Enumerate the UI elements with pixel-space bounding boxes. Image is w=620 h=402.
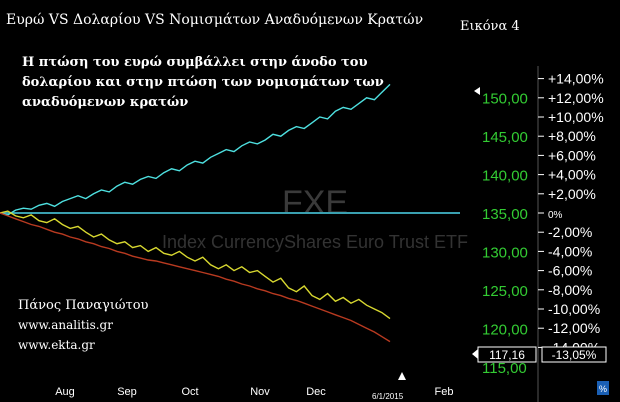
x-axis-tick-label: Aug	[55, 386, 75, 398]
author-site-2: www.ekta.gr	[18, 338, 95, 352]
left-axis: 150,00 145,00 140,00 135,00 130,00 125,00 120,…	[482, 91, 528, 378]
series-line-emerging	[0, 212, 391, 343]
right-axis-tick-label: +12,00%	[548, 90, 604, 106]
figure-label: Εικόνα 4	[460, 19, 520, 34]
right-axis-tick-label: -10,00%	[548, 301, 600, 317]
watermark-symbol: FXE	[282, 184, 348, 222]
x-axis: Aug Sep Oct Nov Dec Feb	[55, 386, 453, 398]
left-axis-tick-label: 150,00	[482, 91, 528, 108]
right-current-value: -13,05%	[552, 348, 597, 362]
author-name: Πάνος Παναγιώτου	[18, 298, 149, 313]
left-axis-tick-label: 145,00	[482, 129, 528, 146]
left-current-value: 117,16	[489, 348, 525, 362]
right-axis-tick-label: 0%	[548, 210, 563, 221]
x-axis-tick-label: Sep	[117, 386, 137, 398]
author-site-1: www.analitis.gr	[18, 318, 113, 332]
right-current-value-box	[541, 346, 607, 363]
left-axis-tick-label: 115,00	[482, 360, 527, 377]
series-line-dollar	[0, 83, 391, 216]
date-marker-label: 6/1/2015	[372, 392, 404, 401]
left-axis-tick-label: 135,00	[482, 206, 528, 223]
series-line-euro	[0, 210, 391, 320]
percent-unit-label: %	[599, 384, 607, 394]
chart-title: Ευρώ VS Δολαρίου VS Νομισμάτων Αναδυόμεν…	[6, 11, 423, 28]
x-axis-tick-label: Feb	[435, 386, 454, 398]
right-axis-tick-label: +2,00%	[548, 186, 596, 202]
annotation-line-1: Η πτώση του ευρώ συμβάλλει στην άνοδο το…	[22, 55, 367, 70]
left-current-value-arrow-icon	[472, 349, 478, 359]
annotation-line-3: αναδυόμενων κρατών	[22, 95, 188, 110]
right-axis: +14,00% +12,00% +10,00% +8,00% +6,00% +4,00% +…	[538, 71, 604, 355]
right-axis-tick-label: +8,00%	[548, 128, 596, 144]
left-axis-tick-label: 125,00	[482, 283, 528, 300]
right-axis-tick-label: -8,00%	[548, 282, 592, 298]
right-axis-tick-label: +6,00%	[548, 147, 596, 163]
right-axis-tick-label: -6,00%	[548, 263, 592, 279]
right-axis-tick-label: -12,00%	[548, 320, 600, 336]
x-axis-tick-label: Nov	[250, 386, 270, 398]
right-axis-tick-label: +4,00%	[548, 167, 596, 183]
left-axis-tick-label: 130,00	[482, 245, 528, 262]
date-marker-icon	[398, 372, 406, 380]
left-axis-arrow-icon	[474, 87, 480, 95]
percent-unit-button[interactable]	[597, 381, 609, 395]
annotation-line-2: δολαρίου και στην πτώση των νομισμάτων τ…	[22, 75, 384, 90]
right-axis-tick-label: -2,00%	[548, 224, 592, 240]
left-axis-tick-label: 140,00	[482, 168, 528, 185]
left-axis-tick-label: 120,00	[482, 322, 528, 339]
right-axis-tick-label: -4,00%	[548, 243, 592, 259]
right-axis-tick-label: +10,00%	[548, 109, 604, 125]
right-axis-tick-label: +14,00%	[548, 71, 604, 87]
x-axis-tick-label: Dec	[306, 386, 326, 398]
watermark-name: Index CurrencyShares Euro Trust ETF	[162, 232, 468, 252]
x-axis-tick-label: Oct	[181, 386, 198, 398]
